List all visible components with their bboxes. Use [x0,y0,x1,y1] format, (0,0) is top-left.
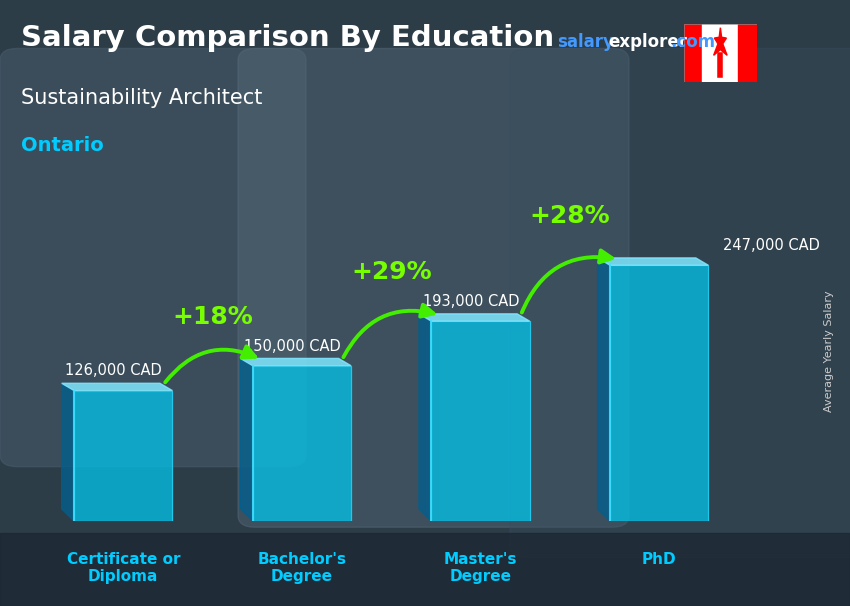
Polygon shape [62,384,74,521]
Text: Salary Comparison By Education: Salary Comparison By Education [21,24,554,52]
Text: .com: .com [671,33,716,52]
Text: 126,000 CAD: 126,000 CAD [65,364,162,378]
FancyBboxPatch shape [510,48,850,558]
Polygon shape [610,265,708,521]
Text: Sustainability Architect: Sustainability Architect [21,88,263,108]
Text: Bachelor's
Degree: Bachelor's Degree [258,551,347,584]
Text: +28%: +28% [530,204,610,228]
Polygon shape [241,358,351,366]
Polygon shape [598,253,610,521]
FancyBboxPatch shape [0,48,306,467]
FancyBboxPatch shape [238,48,629,527]
Polygon shape [598,258,708,265]
Polygon shape [419,311,432,521]
Bar [702,24,739,82]
Polygon shape [241,358,252,521]
Bar [739,24,756,82]
Polygon shape [74,391,173,521]
Text: +29%: +29% [351,261,432,284]
Polygon shape [714,28,727,55]
Text: 247,000 CAD: 247,000 CAD [722,238,819,253]
Polygon shape [252,366,351,521]
Text: +18%: +18% [173,305,253,329]
Bar [684,24,702,82]
Text: Master's
Degree: Master's Degree [444,551,518,584]
Bar [0,533,850,606]
Text: explorer: explorer [608,33,687,52]
Polygon shape [62,383,173,391]
Polygon shape [419,314,530,321]
Text: 150,000 CAD: 150,000 CAD [244,339,341,353]
Text: salary: salary [557,33,614,52]
Polygon shape [432,321,530,521]
Text: Average Yearly Salary: Average Yearly Salary [824,291,834,412]
Text: 193,000 CAD: 193,000 CAD [422,294,519,309]
Text: PhD: PhD [642,551,677,567]
Text: Ontario: Ontario [21,136,104,155]
Text: Certificate or
Diploma: Certificate or Diploma [66,551,180,584]
